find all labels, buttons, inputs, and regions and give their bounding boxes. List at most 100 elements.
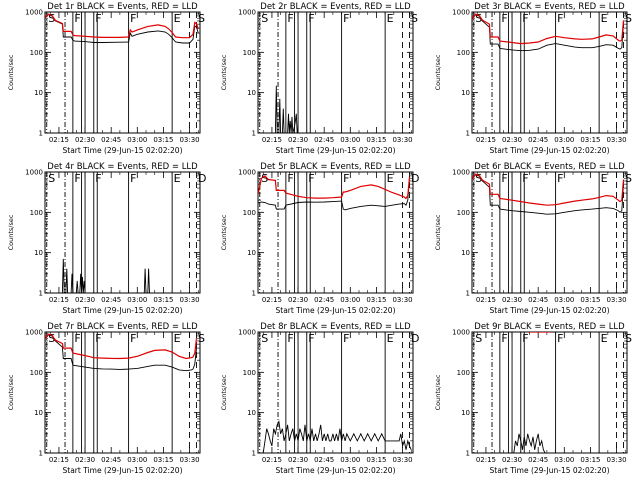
chart-det4-marker-label-10: D bbox=[198, 172, 206, 185]
chart-det2-ytick-label-1000: 1000 bbox=[238, 9, 256, 17]
chart-det1-xtick-label-90: 03:30 bbox=[179, 136, 199, 144]
chart-det6-xtick-label-30: 02:30 bbox=[502, 296, 522, 304]
chart-det2-marker-label-7: F bbox=[343, 12, 349, 25]
chart-det1-title: Det 1r BLACK = Events, RED = LLD bbox=[47, 2, 198, 12]
chart-det2-marker-label-2: F bbox=[287, 12, 293, 25]
chart-det2-xtick-label-15: 02:15 bbox=[262, 136, 282, 144]
chart-det8-marker-label-8: E bbox=[387, 332, 394, 345]
chart-det3-xlabel: Start Time (29-Jun-15 02:02:20) bbox=[490, 146, 610, 155]
chart-det6-xtick-label-60: 03:00 bbox=[554, 296, 574, 304]
chart-det5-marker-label-2: F bbox=[287, 172, 293, 185]
chart-det5-marker-label-10: D bbox=[411, 172, 419, 185]
chart-det4-marker-label-2: F bbox=[74, 172, 80, 185]
chart-det3-axes-frame bbox=[471, 11, 628, 134]
chart-det9-xlabel: Start Time (29-Jun-15 02:02:20) bbox=[490, 466, 610, 475]
chart-det8-ylabel: Counts/sec bbox=[220, 374, 228, 410]
chart-det1-marker-label-10: S bbox=[198, 12, 205, 25]
chart-det4-xtick-label-90: 03:30 bbox=[179, 296, 199, 304]
chart-panel-det7: Det 7r BLACK = Events, RED = LLD Counts/s… bbox=[7, 322, 205, 475]
chart-det6-marker-label-10: S bbox=[625, 172, 632, 185]
chart-det1-xtick-label-15: 02:15 bbox=[49, 136, 69, 144]
chart-det9-xtick-label-15: 02:15 bbox=[476, 456, 496, 464]
chart-det5-xtick-label-75: 03:15 bbox=[366, 296, 386, 304]
chart-det9-xtick-label-45: 02:45 bbox=[528, 456, 548, 464]
chart-det4-marker-label-8: E bbox=[174, 172, 181, 185]
chart-det7-marker-label-2: F bbox=[74, 332, 80, 345]
chart-det2-xtick-label-60: 03:00 bbox=[340, 136, 360, 144]
chart-det5-xtick-label-90: 03:30 bbox=[392, 296, 412, 304]
chart-det2-xtick-label-90: 03:30 bbox=[392, 136, 412, 144]
chart-det3-xtick-label-75: 03:15 bbox=[580, 136, 600, 144]
chart-det2-marker-label-8: E bbox=[387, 12, 394, 25]
chart-det9-title: Det 9r BLACK = Events, RED = LLD bbox=[474, 322, 625, 332]
chart-det5-ytick-label-10: 10 bbox=[247, 249, 256, 257]
chart-det6-marker-label-5: F bbox=[522, 172, 528, 185]
chart-det1-series-group bbox=[45, 13, 199, 44]
chart-det3-xtick-label-60: 03:00 bbox=[554, 136, 574, 144]
chart-det8-ytick-label-1000: 1000 bbox=[238, 329, 256, 337]
chart-det3-xtick-label-30: 02:30 bbox=[502, 136, 522, 144]
chart-det9-axes-frame bbox=[471, 331, 628, 454]
chart-det9-marker-label-10: S bbox=[625, 332, 632, 345]
chart-det8-xtick-label-90: 03:30 bbox=[392, 456, 412, 464]
chart-det5-ytick-label-1000: 1000 bbox=[238, 169, 256, 177]
chart-det9-marker-label-0: S bbox=[475, 332, 482, 345]
chart-det6-marker-label-2: F bbox=[501, 172, 507, 185]
chart-det9-ytick-label-10: 10 bbox=[461, 409, 470, 417]
chart-panel-det2: Det 2r BLACK = Events, RED = LLD Counts/s… bbox=[220, 2, 418, 155]
chart-panel-det6: Det 6r BLACK = Events, RED = LLD Counts/s… bbox=[434, 162, 632, 315]
chart-det6-xtick-label-90: 03:30 bbox=[606, 296, 626, 304]
chart-det6-marker-label-8: E bbox=[601, 172, 608, 185]
chart-det3-title: Det 3r BLACK = Events, RED = LLD bbox=[474, 2, 625, 12]
chart-det5-xtick-label-15: 02:15 bbox=[262, 296, 282, 304]
chart-det8-xtick-label-60: 03:00 bbox=[340, 456, 360, 464]
chart-panel-det8: Det 8r BLACK = Events, RED = LLD Counts/s… bbox=[220, 322, 420, 475]
chart-det7-ytick-label-100: 100 bbox=[30, 369, 43, 377]
chart-det3-marker-label-5: F bbox=[522, 12, 528, 25]
chart-det1-ytick-label-1000: 1000 bbox=[25, 9, 43, 17]
chart-det7-series-lld bbox=[45, 333, 198, 360]
chart-det2-marker-label-10: S bbox=[411, 12, 418, 25]
chart-det9-xtick-label-75: 03:15 bbox=[580, 456, 600, 464]
chart-det1-marker-label-7: F bbox=[130, 12, 136, 25]
chart-det9-marker-label-7: F bbox=[557, 332, 563, 345]
chart-det1-ytick-label-1: 1 bbox=[39, 130, 43, 138]
chart-det5-ylabel: Counts/sec bbox=[220, 214, 228, 250]
chart-det1-marker-label-5: F bbox=[95, 12, 101, 25]
chart-det6-xtick-label-75: 03:15 bbox=[580, 296, 600, 304]
chart-det9-marker-label-2: F bbox=[501, 332, 507, 345]
chart-det4-ytick-label-1: 1 bbox=[39, 290, 43, 298]
chart-det4-xtick-label-30: 02:30 bbox=[75, 296, 95, 304]
chart-det1-xtick-label-30: 02:30 bbox=[75, 136, 95, 144]
chart-det1-marker-label-0: S bbox=[48, 12, 55, 25]
chart-det9-series-group bbox=[513, 332, 551, 453]
chart-det8-xlabel: Start Time (29-Jun-15 02:02:20) bbox=[276, 466, 396, 475]
chart-det6-ytick-label-1000: 1000 bbox=[452, 169, 470, 177]
chart-det5-series-group bbox=[258, 175, 411, 211]
chart-det2-marker-label-5: F bbox=[308, 12, 314, 25]
chart-det8-ytick-label-100: 100 bbox=[243, 369, 256, 377]
chart-panel-det4: Det 4r BLACK = Events, RED = LLD Counts/s… bbox=[7, 162, 207, 315]
chart-det5-xlabel: Start Time (29-Jun-15 02:02:20) bbox=[276, 306, 396, 315]
chart-det7-series-group bbox=[45, 333, 198, 372]
chart-det4-series-group bbox=[61, 258, 150, 293]
chart-det2-axes-frame bbox=[257, 11, 414, 134]
chart-det1-marker-label-2: F bbox=[74, 12, 80, 25]
chart-det6-xtick-label-15: 02:15 bbox=[476, 296, 496, 304]
chart-det4-ytick-label-1000: 1000 bbox=[25, 169, 43, 177]
chart-panel-det5: Det 5r BLACK = Events, RED = LLD Counts/s… bbox=[220, 162, 420, 315]
chart-det3-ylabel: Counts/sec bbox=[434, 54, 442, 90]
chart-det8-title: Det 8r BLACK = Events, RED = LLD bbox=[260, 322, 411, 332]
chart-det7-axes-frame bbox=[44, 331, 201, 454]
chart-det5-marker-label-8: E bbox=[387, 172, 394, 185]
chart-det6-axes-frame bbox=[471, 171, 628, 294]
chart-det1-xtick-label-60: 03:00 bbox=[127, 136, 147, 144]
chart-det3-marker-label-10: S bbox=[625, 12, 632, 25]
chart-det7-xlabel: Start Time (29-Jun-15 02:02:20) bbox=[63, 466, 183, 475]
chart-det5-series-events bbox=[258, 178, 410, 211]
chart-det3-xtick-label-90: 03:30 bbox=[606, 136, 626, 144]
chart-panel-det9: Det 9r BLACK = Events, RED = LLD Counts/s… bbox=[434, 322, 632, 475]
chart-det5-xtick-label-60: 03:00 bbox=[340, 296, 360, 304]
chart-det9-ytick-label-1: 1 bbox=[466, 450, 470, 458]
